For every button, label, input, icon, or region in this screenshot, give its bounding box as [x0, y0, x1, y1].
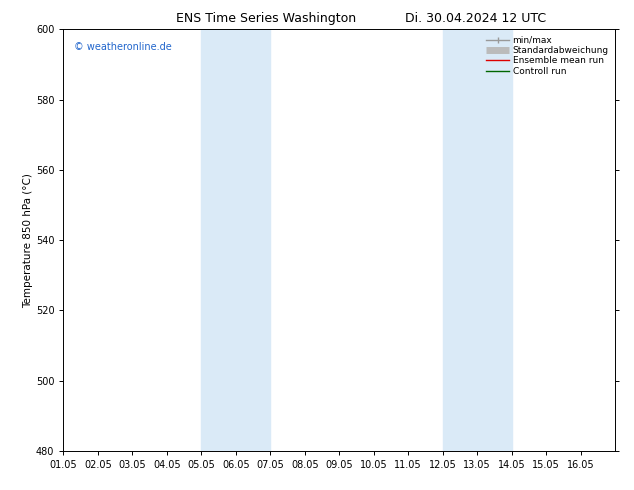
Bar — [443, 29, 512, 451]
Y-axis label: Temperature 850 hPa (°C): Temperature 850 hPa (°C) — [23, 172, 33, 308]
Bar — [202, 29, 270, 451]
Legend: min/max, Standardabweichung, Ensemble mean run, Controll run: min/max, Standardabweichung, Ensemble me… — [484, 34, 611, 77]
Text: Di. 30.04.2024 12 UTC: Di. 30.04.2024 12 UTC — [405, 12, 546, 25]
Text: ENS Time Series Washington: ENS Time Series Washington — [176, 12, 356, 25]
Text: © weatheronline.de: © weatheronline.de — [74, 42, 172, 52]
